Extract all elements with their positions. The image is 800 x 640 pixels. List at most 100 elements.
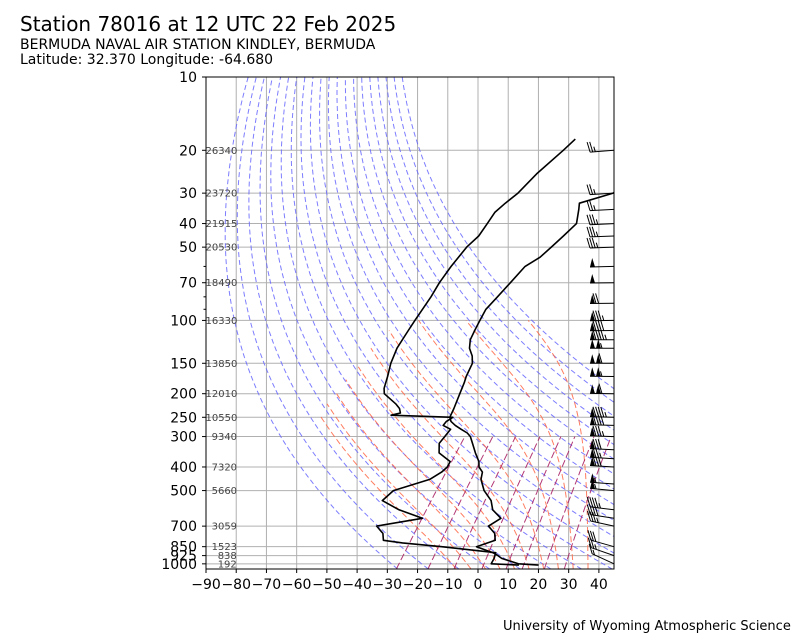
pressure-tick-label: 40	[179, 217, 197, 233]
wind-barb-flag	[592, 406, 597, 417]
wind-barb-flag	[589, 226, 594, 237]
station-name: BERMUDA NAVAL AIR STATION KINDLEY, BERMU…	[20, 37, 376, 53]
wind-barb	[586, 200, 615, 212]
wind-barb-half-flag	[592, 549, 595, 556]
wind-barb	[589, 367, 615, 377]
mixing-ratio-line	[543, 436, 595, 569]
moist-adiabat	[370, 347, 530, 569]
mixing-ratio-line	[521, 436, 576, 569]
wind-barb-staff	[590, 149, 615, 153]
wind-barb-pennant	[590, 274, 595, 283]
wind-barb-half-flag	[594, 483, 597, 490]
wind-barb-flag	[600, 320, 605, 331]
credit-text: University of Wyoming Atmospheric Scienc…	[503, 619, 791, 634]
moist-adiabat	[418, 320, 559, 569]
wind-barb-flag	[592, 511, 597, 523]
wind-barb	[590, 473, 615, 485]
wind-barb-pennant	[590, 339, 595, 349]
dry-adiabat	[236, 77, 429, 569]
height-label: 1523	[212, 542, 237, 553]
wind-barb	[590, 339, 614, 349]
wind-barb-staff	[589, 424, 615, 426]
dry-adiabat	[270, 77, 521, 569]
wind-barb-pennant	[590, 330, 595, 340]
dry-adiabat	[401, 77, 614, 390]
temperature-tick-label: −80	[221, 577, 251, 593]
wind-barb-flag	[600, 329, 605, 340]
wind-barb-flag	[589, 237, 594, 249]
wind-barb-staff	[589, 416, 615, 418]
wind-barb-pennant	[590, 294, 595, 304]
pressure-tick-label: 10	[179, 70, 197, 86]
temperature-tick-label: −30	[373, 577, 403, 593]
wind-barb-half-flag	[595, 219, 599, 225]
thermodynamic-lines	[224, 77, 614, 569]
wind-barb-flag	[592, 438, 597, 450]
wind-barb-half-flag	[599, 452, 602, 459]
dry-adiabat	[309, 77, 614, 554]
wind-barb-flag	[597, 406, 602, 418]
pressure-tick-label: 50	[179, 240, 197, 256]
height-label: 20530	[206, 243, 238, 254]
height-label: 5660	[212, 486, 237, 497]
wind-barb	[586, 214, 615, 226]
height-label: 3059	[212, 522, 237, 533]
wind-barb-flag	[597, 425, 602, 437]
dry-adiabat	[377, 77, 614, 431]
dry-adiabat	[361, 77, 614, 460]
wind-barb-flag	[598, 353, 603, 364]
wind-barb-staff	[589, 208, 615, 212]
wind-barb-flag	[587, 530, 592, 541]
wind-barb-half-flag	[594, 544, 597, 550]
wind-barb-pennant	[590, 407, 595, 417]
wind-barb-flag	[586, 184, 591, 195]
wind-barb-half-flag	[600, 343, 603, 349]
height-label: 7320	[212, 462, 237, 473]
wind-barb-flag	[589, 530, 594, 542]
wind-barb-pennant	[596, 339, 601, 349]
wind-barb-half-flag	[593, 146, 596, 152]
dry-adiabat	[327, 77, 614, 521]
wind-barb	[586, 237, 615, 249]
wind-barb-flag	[595, 406, 600, 417]
mixing-ratio-line	[427, 436, 494, 569]
wind-barb-flag	[586, 226, 591, 238]
mixing-ratio-line	[481, 436, 541, 569]
height-label: 12010	[206, 389, 238, 400]
wind-barb	[589, 293, 615, 304]
wind-barb-flag	[595, 310, 600, 321]
height-label: 838	[218, 551, 237, 562]
wind-barb-staff	[590, 514, 615, 519]
wind-barb-pennant	[590, 456, 595, 466]
wind-barb-half-flag	[595, 231, 599, 237]
wind-barb-flag	[600, 406, 605, 418]
wind-barb-flag	[588, 543, 593, 554]
dry-adiabat	[290, 77, 582, 569]
wind-barb-half-flag	[595, 242, 599, 248]
wind-barb-half-flag	[601, 315, 605, 321]
wind-barb-flag	[586, 504, 591, 515]
wind-barb-flag	[598, 383, 603, 394]
temperature-tick-label: −60	[282, 577, 312, 593]
wind-barb-half-flag	[596, 517, 599, 523]
wind-barb-flag	[589, 141, 594, 153]
wind-barb-pennant	[590, 354, 595, 364]
wind-barb-flag	[592, 310, 597, 321]
height-label: 9340	[212, 432, 237, 443]
wind-barb-flag	[589, 511, 594, 522]
wind-barb-flag	[592, 320, 597, 331]
wind-barb-flag	[589, 497, 594, 508]
wind-barb-flag	[587, 510, 591, 522]
pressure-tick-label: 1000	[161, 557, 197, 573]
pressure-tick-label: 20	[179, 143, 197, 159]
wind-barb	[590, 329, 614, 341]
wind-barb-pennant	[590, 311, 595, 321]
wind-barb-half-flag	[601, 431, 605, 437]
wind-barb-flag	[595, 320, 600, 331]
wind-barb-flag	[586, 214, 591, 225]
moist-adiabat	[336, 393, 486, 569]
wind-barb-flag	[586, 496, 591, 508]
wind-barb-pennant	[590, 473, 596, 483]
wind-barb-flag	[587, 537, 592, 548]
temperature-tick-label: −40	[342, 577, 372, 593]
